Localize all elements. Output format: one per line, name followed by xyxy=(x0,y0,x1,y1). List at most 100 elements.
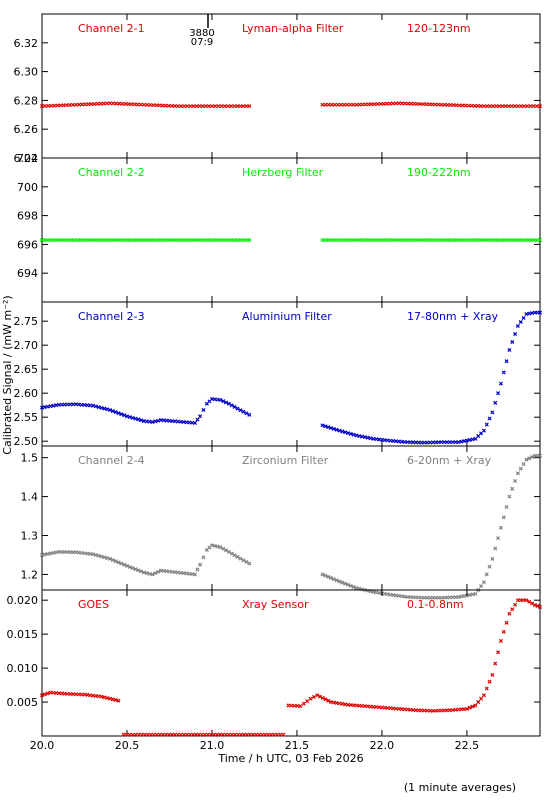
data-point xyxy=(275,732,280,737)
data-point xyxy=(479,431,484,436)
data-point xyxy=(391,593,396,598)
data-point xyxy=(343,430,348,435)
data-point xyxy=(479,584,484,589)
data-point xyxy=(532,602,537,607)
data-point xyxy=(45,404,50,409)
data-point xyxy=(530,311,535,316)
data-point xyxy=(504,359,509,364)
data-point xyxy=(95,101,100,106)
data-point xyxy=(347,238,353,243)
data-point xyxy=(93,552,98,557)
data-point xyxy=(157,732,162,737)
data-point xyxy=(484,572,489,577)
time-marker-label: 3880 xyxy=(189,28,214,39)
data-point xyxy=(248,732,253,737)
data-point xyxy=(326,425,331,430)
data-point xyxy=(136,732,141,737)
data-point xyxy=(154,103,159,108)
data-point xyxy=(269,732,274,737)
data-point xyxy=(120,101,125,106)
data-point xyxy=(42,692,47,697)
data-point xyxy=(127,564,132,569)
data-point xyxy=(139,732,144,737)
data-point xyxy=(105,695,110,700)
data-point xyxy=(209,104,214,109)
data-point xyxy=(206,104,211,109)
data-point xyxy=(412,238,417,243)
data-point xyxy=(263,732,268,737)
data-point xyxy=(509,104,514,109)
data-point xyxy=(357,102,362,107)
data-point xyxy=(338,102,344,107)
data-point xyxy=(52,103,57,108)
data-point xyxy=(99,554,104,559)
data-point xyxy=(513,331,518,337)
data-point xyxy=(464,438,469,443)
data-point xyxy=(328,425,333,431)
data-point xyxy=(229,551,234,556)
data-point xyxy=(247,104,252,109)
data-point xyxy=(329,238,334,243)
data-point xyxy=(535,603,540,608)
data-point xyxy=(192,420,197,425)
panel-label: Channel 2-4 xyxy=(78,454,145,467)
data-point xyxy=(92,101,97,106)
data-point xyxy=(462,593,467,598)
data-point xyxy=(498,638,503,643)
data-point xyxy=(127,415,132,420)
data-point xyxy=(320,572,325,577)
data-point xyxy=(241,409,246,414)
data-point xyxy=(218,397,223,402)
data-point xyxy=(141,102,147,107)
data-point xyxy=(225,104,230,109)
data-point xyxy=(459,707,464,712)
data-point xyxy=(202,732,207,737)
data-point xyxy=(459,439,464,444)
y-tick-label: 698 xyxy=(17,210,38,223)
data-point xyxy=(354,586,359,591)
data-point xyxy=(421,238,426,243)
data-point xyxy=(244,411,249,416)
data-point xyxy=(156,569,161,574)
y-tick-label: 0.005 xyxy=(7,696,39,709)
data-point xyxy=(45,551,50,556)
data-point xyxy=(501,370,506,375)
data-point xyxy=(221,546,226,551)
data-point xyxy=(110,409,115,414)
data-point xyxy=(323,697,328,702)
data-point xyxy=(45,691,50,696)
y-tick-label: 0.010 xyxy=(7,662,39,675)
data-point xyxy=(99,694,104,699)
footnote: (1 minute averages) xyxy=(404,781,516,794)
data-point xyxy=(396,238,401,243)
data-point xyxy=(340,429,345,434)
data-point xyxy=(402,238,408,243)
data-point xyxy=(266,732,271,737)
data-point xyxy=(343,702,348,707)
data-point xyxy=(490,672,495,677)
data-point xyxy=(136,417,141,422)
data-point xyxy=(463,238,468,243)
panel-frame xyxy=(41,301,541,447)
data-point xyxy=(144,571,149,576)
data-point xyxy=(328,575,333,580)
data-point xyxy=(484,422,489,427)
data-point xyxy=(151,103,156,108)
data-point xyxy=(488,104,493,109)
data-point xyxy=(196,732,201,737)
data-point xyxy=(378,101,383,106)
data-point xyxy=(427,238,432,243)
data-point xyxy=(537,453,543,458)
data-point xyxy=(326,238,331,243)
data-point xyxy=(473,591,478,596)
data-point xyxy=(96,553,101,558)
data-point xyxy=(126,102,131,107)
data-point xyxy=(102,695,107,700)
y-tick-label: 0.015 xyxy=(7,628,39,641)
y-tick-label: 6.26 xyxy=(14,123,39,136)
data-point xyxy=(369,238,374,243)
data-point xyxy=(245,732,250,737)
data-point xyxy=(467,705,472,710)
data-point xyxy=(73,102,79,107)
